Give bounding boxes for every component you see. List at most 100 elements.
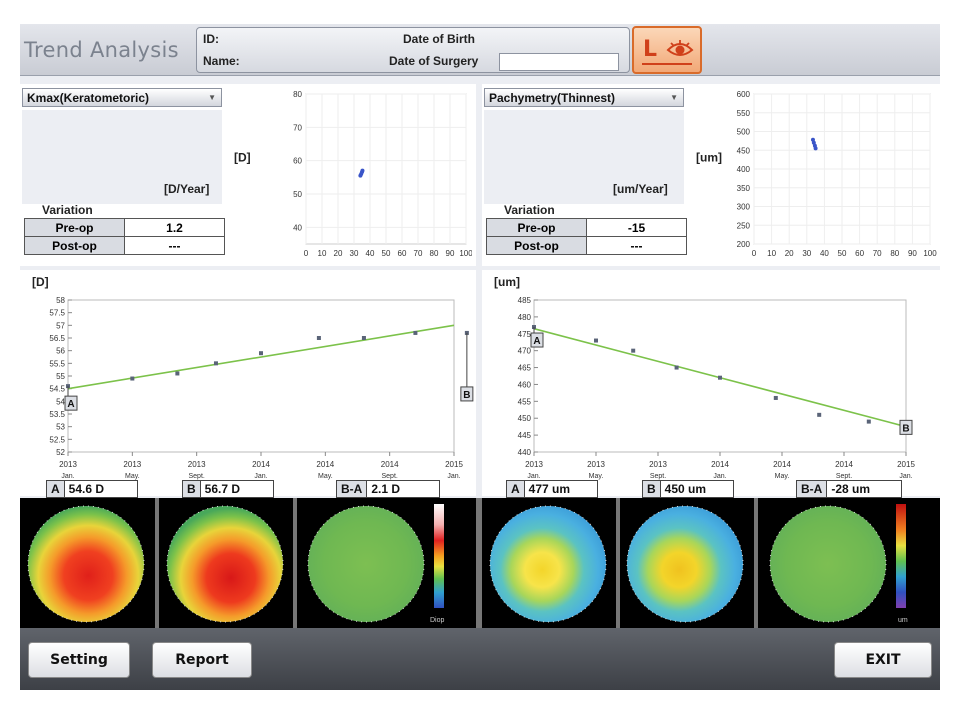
y-tick-label: 440 bbox=[518, 448, 532, 457]
x-tick-year: 2015 bbox=[897, 460, 915, 469]
x-tick-label: 70 bbox=[414, 249, 423, 258]
map-tag: B-A bbox=[797, 481, 828, 497]
x-tick-label: 40 bbox=[820, 249, 829, 258]
y-tick-label: 475 bbox=[518, 330, 532, 339]
data-point bbox=[866, 419, 871, 424]
x-tick-month: Sept. bbox=[381, 473, 397, 480]
y-tick-label: 550 bbox=[737, 109, 751, 118]
y-tick-label: 400 bbox=[737, 165, 751, 174]
x-tick-year: 2013 bbox=[649, 460, 667, 469]
plot-area bbox=[67, 299, 455, 453]
eye-side-indicator[interactable]: L bbox=[632, 26, 702, 74]
marker-b-box bbox=[899, 419, 913, 435]
map-label-diff-pachy: B-A -28 um bbox=[796, 480, 902, 498]
y-axis-label: [D] bbox=[234, 151, 251, 165]
x-tick-year: 2014 bbox=[381, 460, 399, 469]
x-tick-year: 2013 bbox=[188, 460, 206, 469]
y-tick-label: 70 bbox=[293, 123, 302, 132]
right-dropdown-value: Pachymetry(Thinnest) bbox=[489, 91, 616, 105]
marker-b-label: B bbox=[463, 390, 470, 401]
x-tick-year: 2014 bbox=[835, 460, 853, 469]
table-row: Pre-op -15 bbox=[486, 218, 687, 237]
date-of-surgery-field[interactable] bbox=[499, 53, 619, 71]
x-tick-month: May. bbox=[775, 473, 790, 480]
report-button[interactable]: Report bbox=[152, 642, 252, 678]
left-parameter-dropdown[interactable]: Kmax(Keratometoric) ▼ bbox=[22, 88, 222, 107]
data-point bbox=[718, 375, 722, 380]
header-bar: Trend Analysis ID: Name: Date of Birth D… bbox=[20, 24, 940, 76]
x-tick-month: Jan. bbox=[447, 473, 460, 480]
data-point bbox=[175, 371, 180, 376]
y-axis-label: [um] bbox=[494, 275, 520, 289]
table-row: Pre-op 1.2 bbox=[24, 218, 225, 237]
pachy-trend-chart: [um] 440 445 450 455 460 465 470 475 480 485 2013 Ja… bbox=[494, 275, 915, 480]
map-tag: B bbox=[183, 481, 201, 497]
marker-a-label: A bbox=[67, 399, 74, 410]
pachy-age-scatter-chart: 0 10 20 30 40 50 60 70 80 90 100 200 250 300 350 400 450… bbox=[696, 90, 937, 258]
dos-label: Date of Surgery bbox=[389, 54, 479, 68]
x-tick-label: 10 bbox=[767, 249, 776, 258]
scale-unit-right: um bbox=[898, 617, 908, 624]
scatter-point bbox=[813, 146, 818, 151]
y-tick-label: 57.5 bbox=[49, 309, 65, 318]
scatter-point bbox=[810, 137, 815, 142]
map-value: 477 um bbox=[528, 482, 571, 496]
y-tick-label: 450 bbox=[737, 146, 751, 155]
data-point bbox=[674, 365, 679, 370]
exit-button[interactable]: EXIT bbox=[834, 642, 932, 678]
y-tick-label: 460 bbox=[518, 380, 532, 389]
x-tick-year: 2013 bbox=[59, 460, 77, 469]
data-point bbox=[532, 325, 536, 330]
y-tick-label: 80 bbox=[293, 90, 302, 99]
x-tick-label: 90 bbox=[446, 249, 455, 258]
y-tick-label: 56 bbox=[56, 347, 65, 356]
map-tag: B-A bbox=[337, 481, 368, 497]
patient-info-box: ID: Name: Date of Birth Date of Surgery bbox=[196, 27, 630, 73]
x-tick-label: 80 bbox=[890, 249, 899, 258]
x-tick-label: 40 bbox=[366, 249, 375, 258]
x-tick-label: 60 bbox=[855, 249, 864, 258]
x-tick-month: Jan. bbox=[899, 473, 912, 480]
right-rate-unit: [um/Year] bbox=[613, 182, 668, 196]
page-title: Trend Analysis bbox=[24, 38, 179, 62]
left-variation-title: Variation bbox=[42, 203, 93, 217]
right-variation-table: Pre-op -15 Post-op --- bbox=[486, 218, 687, 255]
pachymetry-summary-panel: Pachymetry(Thinnest) ▼ [um/Year] Variati… bbox=[482, 84, 940, 266]
y-tick-label: 52.5 bbox=[49, 435, 65, 444]
pachy-map-b bbox=[627, 506, 743, 622]
marker-a-box bbox=[530, 332, 544, 348]
data-point bbox=[316, 336, 321, 340]
x-tick-label: 20 bbox=[785, 249, 794, 258]
setting-button[interactable]: Setting bbox=[28, 642, 130, 678]
x-tick-month: Sept. bbox=[836, 473, 852, 480]
chevron-down-icon: ▼ bbox=[670, 93, 678, 102]
x-tick-year: 2013 bbox=[123, 460, 141, 469]
marker-b-box bbox=[460, 386, 474, 402]
y-tick-label: 57 bbox=[56, 321, 65, 330]
y-tick-label: 52 bbox=[56, 448, 65, 457]
y-tick-label: 250 bbox=[737, 221, 751, 230]
left-blank-area bbox=[22, 110, 222, 204]
map-label-b-kmax: B 56.7 D bbox=[182, 480, 274, 498]
pre-op-label: Pre-op bbox=[486, 218, 587, 237]
data-point bbox=[631, 348, 636, 353]
map-tag: A bbox=[507, 481, 525, 497]
x-tick-label: 20 bbox=[334, 249, 343, 258]
data-point bbox=[773, 395, 778, 400]
map-value: 54.6 D bbox=[68, 482, 105, 496]
x-tick-month: Jan. bbox=[254, 473, 267, 480]
right-parameter-dropdown[interactable]: Pachymetry(Thinnest) ▼ bbox=[484, 88, 684, 107]
x-tick-label: 60 bbox=[398, 249, 407, 258]
pachy-map-a bbox=[490, 506, 606, 622]
y-tick-label: 480 bbox=[518, 313, 532, 322]
y-tick-label: 58 bbox=[56, 296, 65, 305]
footer-bar: Setting Report EXIT bbox=[20, 628, 940, 690]
data-point bbox=[361, 336, 366, 340]
right-blank-area bbox=[484, 110, 684, 204]
data-point bbox=[817, 412, 822, 417]
color-scale-bar bbox=[434, 504, 444, 608]
dob-label: Date of Birth bbox=[403, 32, 475, 46]
left-dropdown-value: Kmax(Keratometoric) bbox=[27, 91, 150, 105]
left-rate-unit: [D/Year] bbox=[164, 182, 210, 196]
kmax-map-a bbox=[28, 506, 144, 622]
